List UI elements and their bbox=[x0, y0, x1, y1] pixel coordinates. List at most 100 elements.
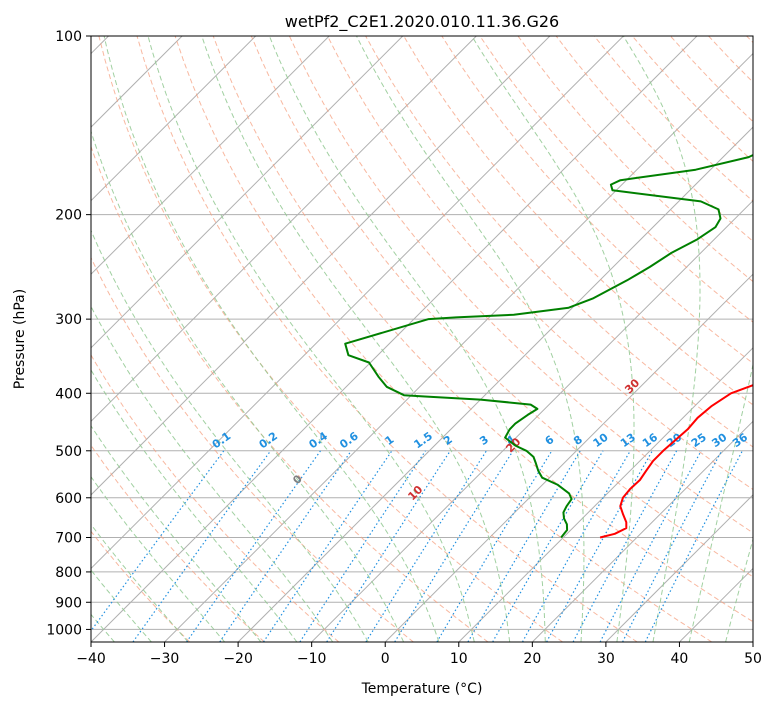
mixing-ratio-line bbox=[467, 450, 581, 642]
moist-adiabat-label: 0 bbox=[290, 472, 305, 487]
moist-adiabat-label: 40 bbox=[754, 300, 774, 320]
y-tick-label: 900 bbox=[55, 595, 82, 611]
x-tick-label: −30 bbox=[150, 651, 180, 667]
mixing-ratio-label: 25 bbox=[689, 431, 709, 450]
moist-adiabat-line bbox=[91, 369, 298, 642]
dry-adiabat-line bbox=[479, 36, 753, 323]
moist-adiabat-line bbox=[688, 362, 753, 642]
isotherm-line bbox=[679, 567, 753, 642]
moist-adiabat-line bbox=[147, 36, 475, 642]
isotherm-line bbox=[531, 420, 753, 642]
x-tick-label: 50 bbox=[744, 651, 762, 667]
dry-adiabat-line bbox=[746, 36, 753, 44]
mixing-ratio-label: 0.1 bbox=[210, 429, 233, 451]
mixing-ratio-line bbox=[299, 450, 426, 642]
dry-adiabat-line bbox=[91, 256, 414, 642]
isotherm-line bbox=[91, 36, 698, 642]
series-layer bbox=[344, 153, 753, 539]
mixing-ratio-line bbox=[365, 450, 487, 642]
dry-adiabat-line bbox=[327, 36, 753, 491]
dry-adiabat-line bbox=[441, 36, 753, 364]
dry-adiabat-line bbox=[593, 36, 753, 202]
y-tick-label: 700 bbox=[55, 531, 82, 547]
moist-adiabat-line bbox=[91, 523, 189, 642]
temperature-profile-line bbox=[599, 384, 753, 539]
chart-title: wetPf2_C2E1.2020.010.11.36.G26 bbox=[285, 12, 559, 32]
mixing-ratio-label: 1 bbox=[383, 433, 397, 448]
x-tick-label: −10 bbox=[297, 651, 327, 667]
x-tick-label: 20 bbox=[523, 651, 541, 667]
dry-adiabat-line bbox=[631, 36, 753, 162]
y-tick-label: 600 bbox=[55, 491, 82, 507]
dry-adiabat-line bbox=[91, 145, 489, 642]
mixing-ratio-line bbox=[436, 450, 553, 642]
y-tick-label: 800 bbox=[55, 565, 82, 581]
mixing-ratio-layer bbox=[91, 450, 743, 642]
isotherm-line bbox=[384, 273, 753, 642]
dry-adiabat-line bbox=[91, 354, 340, 642]
moist-adiabat-line bbox=[725, 537, 753, 642]
moist-adiabat-line bbox=[622, 36, 701, 642]
moist-adiabat-line bbox=[268, 36, 546, 642]
mixing-ratio-label: 36 bbox=[730, 430, 750, 450]
dry-adiabat-line bbox=[708, 36, 753, 83]
mixing-ratio-line bbox=[572, 450, 678, 642]
grid-layer bbox=[91, 36, 753, 630]
moist-adiabat-line bbox=[91, 129, 405, 642]
mixing-ratio-line bbox=[326, 450, 451, 642]
moist-adiabat-label: 10 bbox=[405, 483, 425, 503]
x-tick-label: −40 bbox=[76, 651, 106, 667]
mixing-ratio-line bbox=[599, 450, 702, 642]
dry-adiabat-line bbox=[174, 36, 713, 642]
mixing-ratio-label: 2 bbox=[441, 433, 455, 448]
mixing-ratio-label: 13 bbox=[618, 431, 638, 450]
mixing-ratio-label: 6 bbox=[543, 433, 557, 448]
dewpoint-profile-line bbox=[344, 153, 753, 539]
mixing-ratio-label: 0.6 bbox=[337, 429, 361, 451]
isotherm-line bbox=[91, 36, 624, 570]
isotherm-line bbox=[91, 36, 551, 496]
isotherm-line bbox=[91, 36, 404, 349]
y-tick-label: 500 bbox=[55, 444, 82, 460]
x-tick-label: −20 bbox=[223, 651, 253, 667]
isotherm-line bbox=[164, 52, 753, 642]
plot-area: 0.10.20.40.611.52346810131620253036-100-… bbox=[90, 35, 775, 643]
dry-adiabat-line bbox=[403, 36, 753, 406]
isotherm-line bbox=[91, 36, 257, 202]
mixing-ratio-line bbox=[622, 450, 723, 642]
mixing-ratio-label: 0.2 bbox=[257, 429, 280, 451]
y-tick-label: 400 bbox=[55, 386, 82, 402]
isotherm-line bbox=[605, 494, 753, 642]
y-tick-label: 1000 bbox=[46, 622, 82, 638]
x-tick-label: 10 bbox=[450, 651, 468, 667]
dry-adiabat-line bbox=[212, 36, 753, 623]
dry-adiabat-line bbox=[365, 36, 753, 448]
moist-adiabat-layer bbox=[91, 36, 775, 642]
dry-adiabat-layer bbox=[91, 36, 753, 642]
isotherm-line bbox=[237, 126, 753, 642]
mixing-ratio-line bbox=[91, 450, 225, 632]
moist-adiabat-line bbox=[762, 36, 775, 642]
y-axis-label: Pressure (hPa) bbox=[12, 289, 28, 389]
dry-adiabat-line bbox=[250, 36, 753, 578]
dry-adiabat-line bbox=[670, 36, 753, 123]
mixing-ratio-label: 8 bbox=[571, 433, 585, 448]
mixing-ratio-label: 3 bbox=[477, 433, 491, 448]
dry-adiabat-line bbox=[555, 36, 753, 242]
mixing-ratio-line bbox=[546, 450, 653, 642]
isotherm-layer bbox=[91, 36, 753, 642]
y-axis-ticks: 1000 900 800 700 600 500 400 300 200 100 bbox=[46, 29, 91, 638]
x-axis-label: Temperature (°C) bbox=[361, 681, 483, 697]
y-tick-label: 300 bbox=[55, 312, 82, 328]
moist-adiabat-line bbox=[103, 36, 440, 642]
dry-adiabat-line bbox=[98, 36, 563, 642]
moist-adiabat-line bbox=[471, 36, 635, 642]
x-tick-label: 0 bbox=[381, 651, 390, 667]
x-tick-label: 30 bbox=[597, 651, 615, 667]
moist-adiabat-line bbox=[91, 229, 369, 642]
plot-frame bbox=[90, 35, 754, 643]
isotherm-line bbox=[458, 347, 753, 642]
isotherm-line bbox=[311, 199, 753, 642]
y-tick-label: 200 bbox=[55, 208, 82, 224]
